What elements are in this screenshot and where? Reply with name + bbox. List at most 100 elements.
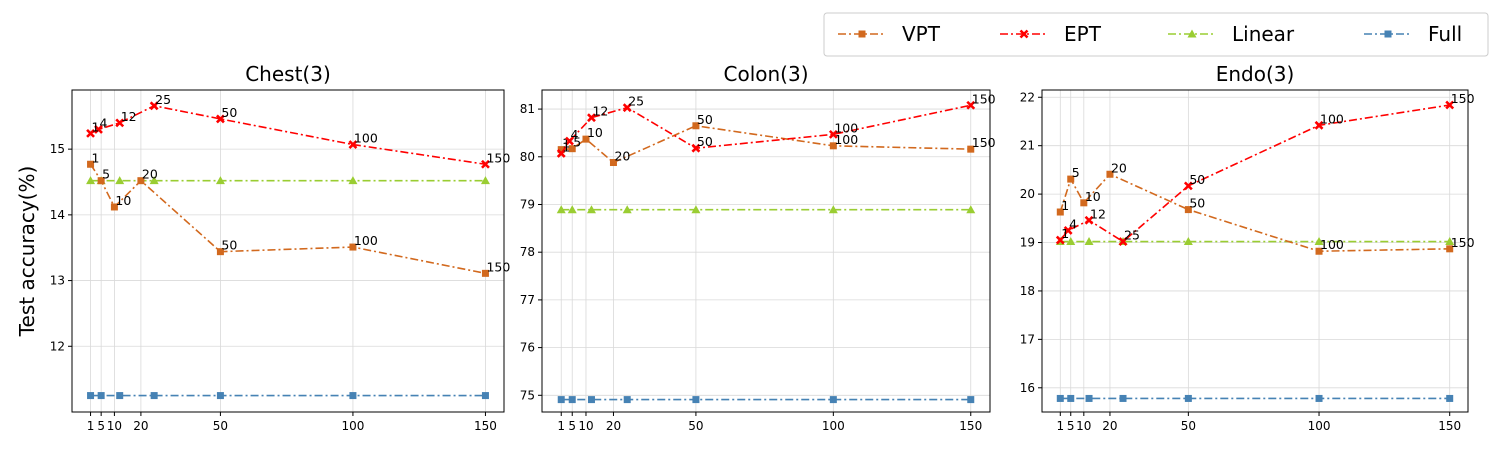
plot-frame bbox=[541, 89, 991, 413]
plot-frame bbox=[71, 89, 505, 413]
data-point-full bbox=[623, 396, 631, 404]
y-tick-label: 12 bbox=[50, 339, 65, 353]
data-label-ept: 25 bbox=[628, 94, 644, 109]
legend-label: EPT bbox=[1064, 22, 1102, 46]
chart-title: Endo(3) bbox=[1216, 62, 1295, 86]
data-label-ept: 150 bbox=[486, 150, 510, 165]
data-point-linear bbox=[1066, 237, 1076, 246]
data-point-full bbox=[1056, 394, 1064, 402]
chart-title: Chest(3) bbox=[245, 62, 331, 86]
series-line-ept bbox=[90, 104, 486, 166]
y-tick-label: 18 bbox=[1020, 284, 1035, 298]
data-label-vpt: 50 bbox=[221, 238, 237, 253]
data-label-vpt: 20 bbox=[614, 149, 630, 164]
data-point-full bbox=[97, 392, 105, 400]
data-point-ept bbox=[1063, 226, 1073, 235]
series-line-ept bbox=[560, 104, 971, 154]
x-tick-label: 20 bbox=[133, 419, 148, 433]
data-point-ept bbox=[565, 136, 574, 146]
legend-item-linear: Linear bbox=[1168, 22, 1295, 46]
x-tick-label: 10 bbox=[1076, 419, 1091, 433]
x-tick-label: 150 bbox=[959, 419, 982, 433]
data-point-ept bbox=[1084, 215, 1094, 225]
y-tick-label: 13 bbox=[50, 274, 65, 288]
data-point-vpt bbox=[349, 243, 357, 251]
data-point-vpt bbox=[609, 159, 617, 167]
data-point-full bbox=[116, 392, 124, 400]
data-label-vpt: 10 bbox=[115, 193, 131, 208]
y-tick-label: 15 bbox=[50, 142, 65, 156]
data-label-vpt: 1 bbox=[92, 150, 100, 165]
data-label-ept: 150 bbox=[1451, 91, 1475, 106]
series-vpt-chest-3: 15 10 20 50 100 150 bbox=[87, 150, 510, 277]
data-label-ept: 50 bbox=[1189, 172, 1205, 187]
x-tick-label: 150 bbox=[1438, 419, 1461, 433]
data-label-vpt: 5 bbox=[102, 167, 110, 182]
data-label-ept: 12 bbox=[121, 109, 137, 124]
data-point-vpt bbox=[1315, 247, 1323, 255]
data-point-full bbox=[692, 396, 700, 404]
legend-marker bbox=[1384, 30, 1392, 38]
data-label-ept: 4 bbox=[1069, 216, 1077, 231]
data-label-ept: 100 bbox=[834, 120, 858, 135]
data-point-full bbox=[557, 396, 565, 404]
x-tick-label: 100 bbox=[1308, 419, 1331, 433]
y-tick-label: 75 bbox=[520, 388, 535, 402]
y-tick-label: 80 bbox=[520, 150, 535, 164]
series-full-colon-3 bbox=[557, 396, 975, 404]
data-point-linear bbox=[348, 176, 358, 185]
x-tick-label: 1 bbox=[557, 419, 565, 433]
data-point-linear bbox=[1314, 237, 1324, 246]
data-point-vpt bbox=[137, 177, 145, 185]
data-point-ept bbox=[691, 143, 701, 153]
data-point-full bbox=[481, 392, 489, 400]
x-tick-label: 1 bbox=[1056, 419, 1064, 433]
data-point-linear bbox=[115, 176, 125, 185]
data-point-vpt bbox=[1067, 175, 1075, 183]
data-point-linear bbox=[622, 205, 632, 214]
data-point-linear bbox=[1183, 237, 1193, 246]
data-label-ept: 1 bbox=[1061, 226, 1069, 241]
data-point-full bbox=[1119, 394, 1127, 402]
y-tick-label: 77 bbox=[520, 293, 535, 307]
legend-marker bbox=[1187, 29, 1197, 38]
y-tick-label: 19 bbox=[1020, 236, 1035, 250]
data-point-full bbox=[1184, 394, 1192, 402]
data-label-ept: 4 bbox=[100, 115, 108, 130]
data-point-linear bbox=[149, 176, 159, 185]
series-full-chest-3 bbox=[87, 392, 489, 400]
data-point-full bbox=[587, 396, 595, 404]
y-tick-label: 16 bbox=[1020, 381, 1035, 395]
data-label-ept: 150 bbox=[972, 91, 996, 106]
legend-item-full: Full bbox=[1364, 22, 1462, 46]
data-label-ept: 100 bbox=[1320, 111, 1344, 126]
data-point-ept bbox=[115, 118, 125, 128]
data-point-full bbox=[967, 396, 975, 404]
data-point-full bbox=[1085, 394, 1093, 402]
y-tick-label: 79 bbox=[520, 197, 535, 211]
legend-label: VPT bbox=[902, 22, 941, 46]
y-tick-label: 76 bbox=[520, 341, 535, 355]
legend-box bbox=[823, 12, 1489, 57]
data-point-vpt bbox=[97, 177, 105, 185]
x-tick-label: 10 bbox=[107, 419, 122, 433]
data-point-ept bbox=[587, 113, 596, 123]
data-label-vpt: 100 bbox=[834, 132, 858, 147]
data-label-ept: 50 bbox=[221, 105, 237, 120]
series-full-endo-3 bbox=[1056, 394, 1454, 402]
x-tick-label: 50 bbox=[213, 419, 228, 433]
data-label-vpt: 150 bbox=[972, 135, 996, 150]
legend-label: Full bbox=[1428, 22, 1462, 46]
data-point-vpt bbox=[1080, 199, 1088, 207]
data-point-full bbox=[829, 396, 837, 404]
data-point-vpt bbox=[582, 135, 590, 143]
data-point-vpt bbox=[1106, 170, 1114, 178]
data-label-vpt: 20 bbox=[142, 167, 158, 182]
x-tick-label: 10 bbox=[578, 419, 593, 433]
data-point-linear bbox=[828, 205, 838, 214]
data-point-ept bbox=[86, 128, 95, 138]
data-label-ept: 4 bbox=[570, 127, 578, 142]
